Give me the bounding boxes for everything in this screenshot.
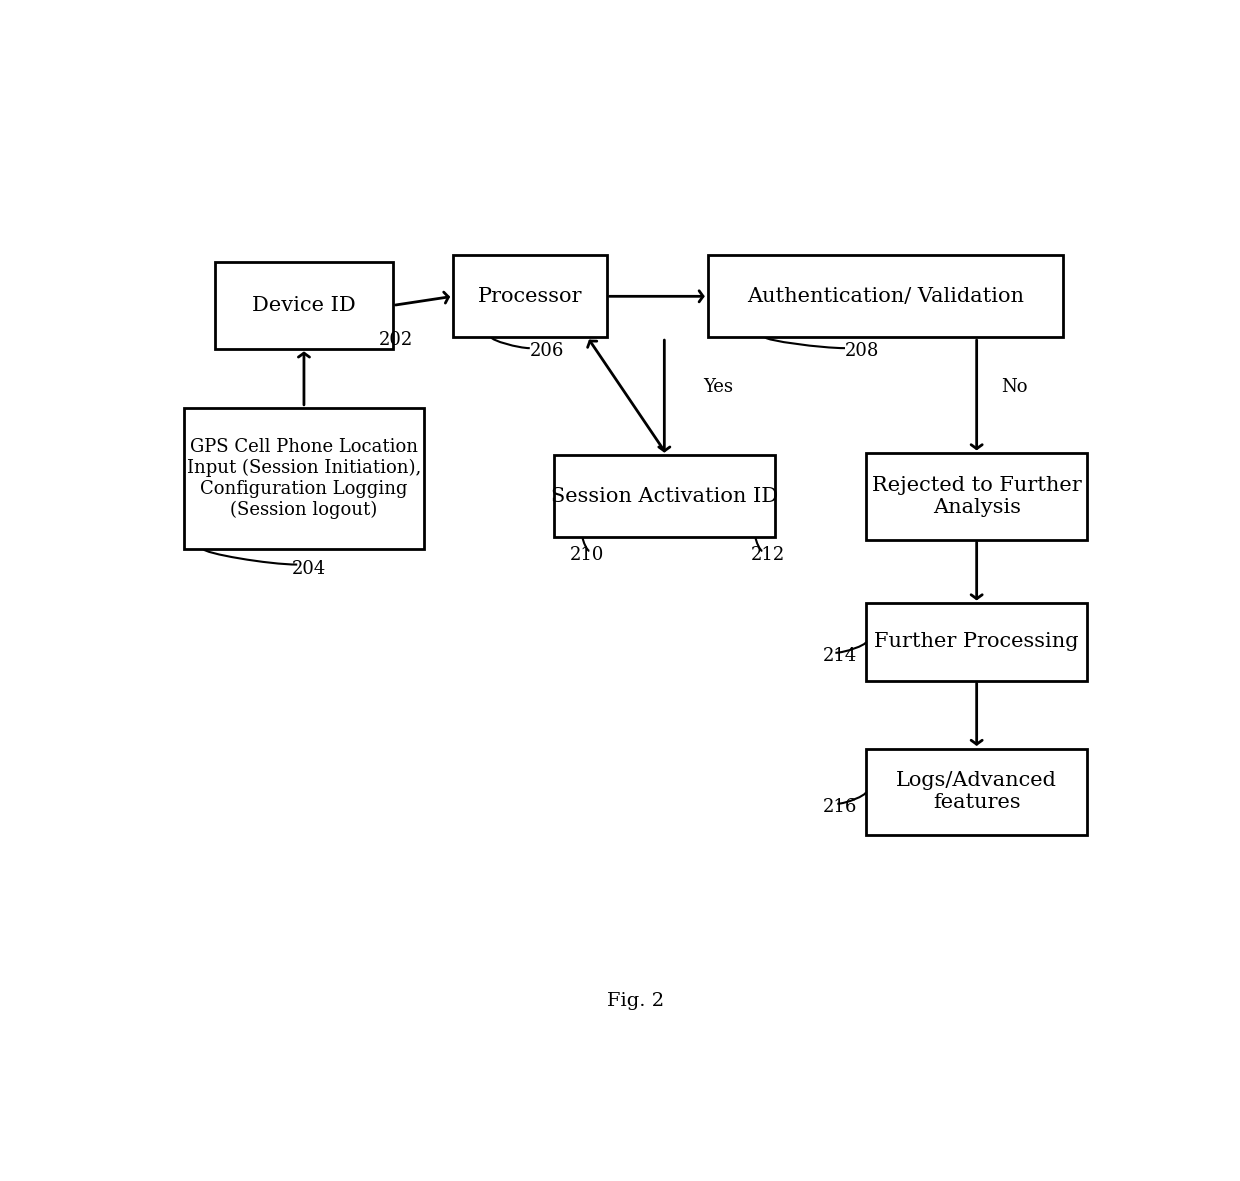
Text: Fig. 2: Fig. 2: [606, 992, 665, 1010]
FancyBboxPatch shape: [866, 454, 1087, 540]
Text: 206: 206: [529, 341, 564, 360]
FancyBboxPatch shape: [866, 749, 1087, 835]
Text: 212: 212: [751, 547, 785, 565]
Text: No: No: [1001, 378, 1027, 397]
FancyBboxPatch shape: [215, 262, 393, 348]
Text: 216: 216: [823, 798, 857, 816]
FancyBboxPatch shape: [708, 255, 1063, 338]
Text: 204: 204: [291, 560, 326, 579]
Text: 210: 210: [570, 547, 605, 565]
Text: Further Processing: Further Processing: [874, 632, 1079, 652]
FancyBboxPatch shape: [184, 407, 424, 549]
Text: Rejected to Further
Analysis: Rejected to Further Analysis: [872, 476, 1081, 517]
FancyBboxPatch shape: [554, 456, 775, 537]
FancyBboxPatch shape: [453, 255, 606, 338]
Text: Yes: Yes: [703, 378, 733, 397]
Text: 208: 208: [844, 341, 879, 360]
Text: GPS Cell Phone Location
Input (Session Initiation),
Configuration Logging
(Sessi: GPS Cell Phone Location Input (Session I…: [187, 438, 422, 518]
Text: Device ID: Device ID: [252, 296, 356, 315]
FancyBboxPatch shape: [866, 603, 1087, 680]
Text: Logs/Advanced
features: Logs/Advanced features: [897, 771, 1056, 813]
Text: 202: 202: [379, 331, 413, 348]
Text: Session Activation ID: Session Activation ID: [551, 487, 777, 505]
Text: Processor: Processor: [477, 287, 582, 306]
Text: 214: 214: [823, 646, 857, 665]
Text: Authentication/ Validation: Authentication/ Validation: [746, 287, 1024, 306]
